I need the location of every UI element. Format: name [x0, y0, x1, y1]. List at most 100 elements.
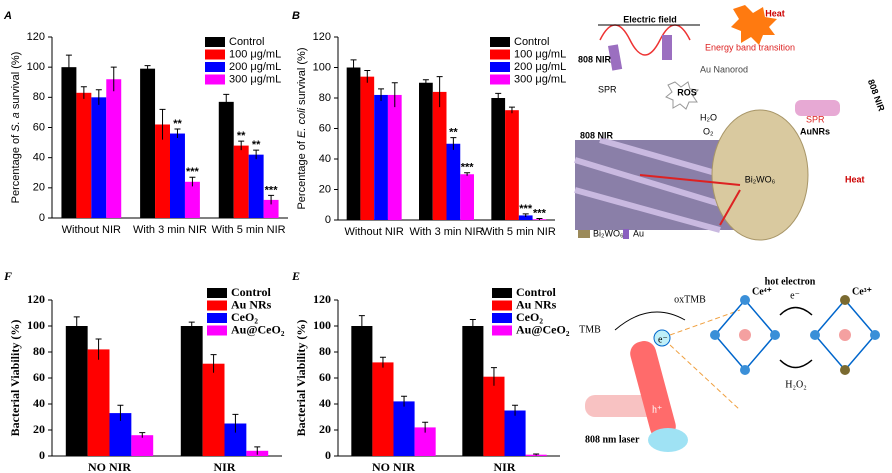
legend-swatch — [490, 74, 510, 85]
atoms — [710, 295, 880, 340]
error-bar — [464, 172, 471, 176]
error-bar — [110, 66, 117, 92]
y-tick-label: 120 — [27, 31, 45, 43]
x-tick-label: NIR — [493, 460, 515, 473]
error-bar — [512, 404, 519, 416]
y-axis-label: Percentage of S. a survival (%) — [10, 52, 22, 204]
legend-swatch — [492, 313, 512, 323]
error-bar — [533, 453, 540, 456]
error-bar — [95, 89, 102, 105]
label: 808 NIR — [866, 78, 887, 113]
bar — [233, 145, 249, 218]
y-axis-label-part: S. a — [10, 112, 22, 132]
error-bar — [378, 88, 385, 102]
x-tick-label: NO NIR — [88, 460, 131, 473]
y-tick-label: 20 — [319, 422, 331, 436]
legend-swatch — [492, 300, 512, 311]
y-axis-label-part: Percentage of — [10, 132, 22, 204]
y-tick-label: 100 — [27, 61, 45, 73]
bar — [263, 199, 279, 218]
significance-label: *** — [265, 184, 279, 196]
error-bar — [350, 59, 357, 76]
bar — [346, 67, 361, 220]
error-bar — [223, 93, 230, 110]
legend-label: 200 μg/mL — [514, 61, 566, 73]
y-axis-label: Bacterial Viability (%) — [8, 320, 22, 437]
legend-label: 300 μg/mL — [514, 73, 566, 85]
y-tick-label: 20 — [33, 182, 45, 194]
label: Heat — [765, 8, 785, 18]
label: H₂O₂ — [785, 379, 806, 390]
label: SPR — [598, 84, 617, 94]
x-tick-label: NIR — [213, 460, 235, 473]
x-tick-label: Without NIR — [345, 226, 404, 238]
bar — [184, 181, 200, 218]
y-axis-label-part: survival (%) — [10, 52, 22, 113]
legend-swatch — [490, 49, 510, 60]
error-bar — [490, 367, 497, 386]
label: 808 nm laser — [585, 434, 640, 445]
nanorod — [607, 44, 623, 71]
bar — [87, 349, 110, 456]
bar — [446, 143, 461, 220]
panel-d: oxTMB TMB hot electron e⁻ Ce⁴⁺ Ce³⁺ H₂O₂… — [579, 276, 880, 452]
bar — [393, 401, 415, 456]
bar — [109, 413, 132, 456]
significance-label: *** — [186, 166, 200, 178]
y-tick-label: 20 — [33, 422, 45, 436]
bar — [180, 326, 203, 456]
bar — [91, 97, 107, 218]
significance-label: ** — [237, 130, 246, 142]
atom — [840, 295, 850, 305]
y-tick-label: 80 — [33, 344, 45, 358]
legend-label: 200 μg/mL — [229, 61, 281, 73]
y-tick-label: 80 — [33, 91, 45, 103]
legend-swatch — [207, 300, 227, 311]
panel-label: F — [3, 269, 12, 283]
y-axis-label-part: Bacterial Viability (%) — [8, 320, 22, 437]
y-tick-label: 60 — [319, 122, 331, 134]
laser — [585, 395, 660, 417]
legend-swatch — [492, 325, 512, 336]
error-bar — [139, 432, 146, 438]
x-tick-label: With 3 min NIR — [133, 224, 207, 236]
error-bar — [188, 321, 195, 330]
error-bar — [379, 356, 386, 368]
shell — [648, 428, 688, 452]
burst — [731, 5, 777, 45]
error-bar — [80, 86, 87, 99]
error-bar — [508, 106, 515, 114]
error-bar — [436, 76, 443, 108]
label: e⁻ — [658, 334, 668, 345]
y-tick-label: 0 — [325, 448, 331, 462]
arrow — [779, 306, 813, 369]
label: TMB — [579, 324, 601, 335]
bar — [414, 427, 436, 456]
bar — [518, 215, 533, 220]
shell — [653, 329, 671, 347]
error-bar — [253, 149, 260, 160]
error-bar — [174, 128, 181, 139]
label: ROS — [677, 87, 697, 97]
significance-label: ** — [449, 127, 458, 139]
label: Energy band transition — [705, 42, 795, 52]
bar — [224, 423, 247, 456]
y-tick-label: 100 — [313, 61, 331, 73]
label: Electric field — [623, 14, 677, 24]
legend-swatch — [578, 230, 590, 238]
chart: A 0 20 40 60 80 100 120 Percentage of S. a survi… — [3, 10, 288, 236]
y-tick-label: 120 — [313, 292, 331, 306]
error-bar — [65, 54, 72, 80]
significance-label: ** — [173, 118, 182, 130]
atom — [839, 329, 851, 341]
y-tick-label: 0 — [325, 214, 331, 226]
significance-label: ** — [252, 139, 261, 151]
error-bar — [159, 108, 166, 140]
legend-swatch — [207, 325, 227, 336]
panel-label: B — [292, 10, 300, 22]
bar — [248, 154, 264, 218]
y-tick-label: 60 — [33, 370, 45, 384]
x-tick-label: NO NIR — [372, 460, 415, 473]
error-bar — [522, 213, 529, 217]
label: Au — [633, 228, 644, 238]
